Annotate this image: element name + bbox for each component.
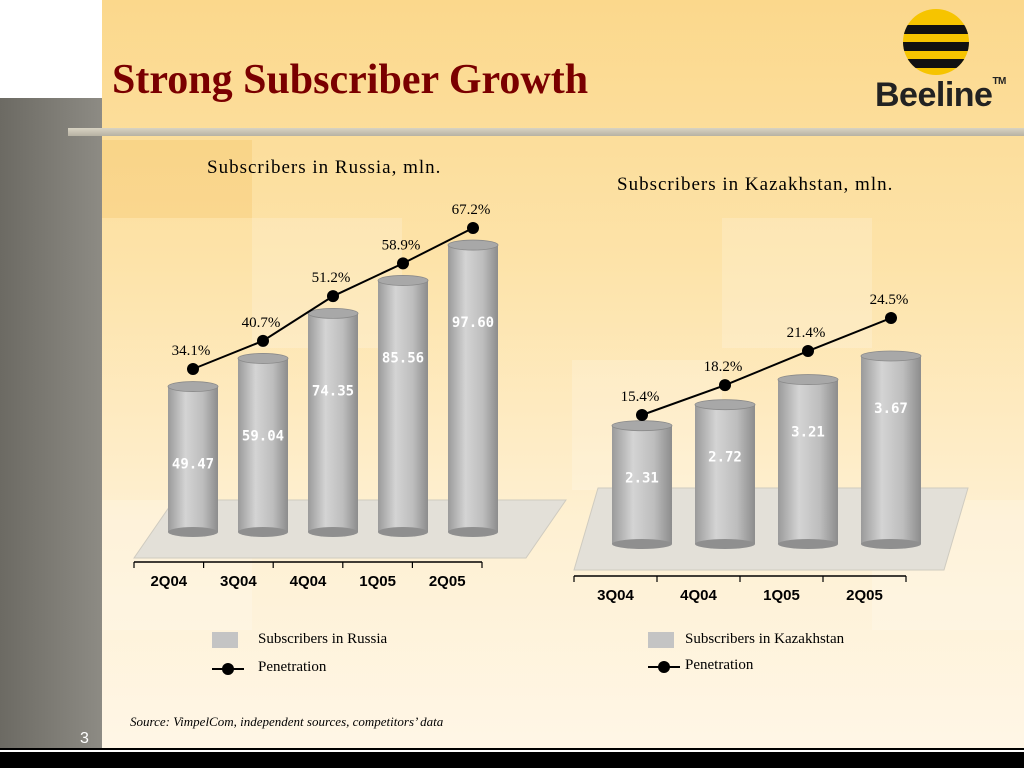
source-note: Source: VimpelCom, independent sources, … [130, 714, 444, 729]
bar-top [611, 420, 673, 432]
penetration-label: 58.9% [382, 237, 421, 253]
bar [695, 404, 755, 544]
legend-swatch-bar [212, 632, 238, 648]
category-label: 1Q05 [359, 573, 396, 590]
bar-base [308, 527, 358, 537]
bar-top [167, 381, 219, 392]
title-rule [68, 128, 1024, 136]
bar-base [168, 527, 218, 537]
bar-value-label: 2.72 [708, 450, 742, 466]
bar-top [694, 399, 756, 411]
category-label: 3Q04 [220, 573, 257, 590]
bar [612, 425, 672, 544]
category-label: 4Q04 [680, 587, 717, 604]
penetration-point [467, 222, 479, 234]
chart-title-russia: Subscribers in Russia, mln. [207, 157, 442, 178]
chart-title-kazakhstan: Subscribers in Kazakhstan, mln. [617, 174, 894, 195]
bar-value-label: 74.35 [312, 383, 354, 399]
bar-base [695, 539, 755, 549]
bar-top [237, 353, 289, 364]
legend-label: Subscribers in Kazakhstan [685, 631, 845, 647]
penetration-point [885, 312, 897, 324]
legend-swatch-bar [648, 632, 674, 648]
bar-value-label: 3.67 [874, 401, 908, 417]
penetration-point [257, 334, 269, 347]
legend-dot-icon [658, 661, 670, 673]
bar [861, 356, 921, 544]
bar-base [448, 527, 498, 537]
bar-value-label: 3.21 [791, 425, 825, 441]
bar-base [378, 527, 428, 537]
bg-tile [722, 218, 872, 348]
bar [448, 245, 498, 532]
penetration-label: 67.2% [452, 202, 491, 218]
penetration-point [719, 379, 731, 392]
bottom-stripe [0, 750, 1024, 752]
legend-label: Subscribers in Russia [258, 631, 388, 647]
bar-value-label: 59.04 [242, 428, 284, 444]
bar-top [377, 275, 429, 286]
bar [168, 386, 218, 532]
bar-top [447, 239, 499, 251]
bar-base [778, 539, 838, 549]
bar [778, 379, 838, 544]
category-label: 4Q04 [290, 573, 327, 590]
slide-title: Strong Subscriber Growth [112, 57, 589, 103]
penetration-label: 24.5% [870, 292, 909, 308]
bar [378, 280, 428, 532]
legend-label: Penetration [258, 659, 327, 675]
penetration-point [802, 345, 814, 358]
bar-top [860, 350, 922, 362]
bar-value-label: 97.60 [452, 315, 494, 331]
penetration-point [187, 363, 199, 375]
category-label: 3Q04 [597, 587, 634, 604]
penetration-point [327, 290, 339, 303]
sidebar-band [0, 98, 102, 748]
bar [308, 313, 358, 532]
category-label: 1Q05 [763, 587, 800, 604]
category-label: 2Q05 [429, 573, 466, 590]
penetration-label: 51.2% [312, 270, 351, 286]
bar-base [238, 527, 288, 537]
bar [238, 358, 288, 532]
penetration-label: 18.2% [704, 359, 743, 375]
penetration-label: 40.7% [242, 315, 281, 331]
logo-wordmark: BeelineTM [875, 76, 1006, 115]
penetration-label: 15.4% [621, 389, 660, 405]
penetration-point [397, 257, 409, 270]
penetration-label: 21.4% [787, 325, 826, 341]
bar-base [612, 539, 672, 549]
legend-dot-icon [222, 663, 234, 675]
legend-label: Penetration [685, 657, 754, 673]
bar-value-label: 85.56 [382, 350, 424, 366]
bar-value-label: 2.31 [625, 471, 659, 487]
category-label: 2Q05 [846, 587, 883, 604]
category-label: 2Q04 [150, 573, 187, 590]
bg-tile [102, 140, 252, 218]
bar-value-label: 49.47 [172, 457, 214, 473]
sidebar-top [0, 0, 102, 98]
logo-tm: TM [992, 76, 1006, 87]
bar-base [861, 539, 921, 549]
bar-top [777, 374, 839, 385]
logo-text: Beeline [875, 76, 993, 114]
page-number: 3 [80, 730, 89, 747]
beeline-logo-icon [903, 9, 969, 75]
penetration-point [636, 409, 648, 421]
penetration-label: 34.1% [172, 343, 211, 359]
penetration-line [641, 317, 892, 416]
bar-top [307, 308, 359, 319]
bottom-bar [0, 748, 1024, 768]
